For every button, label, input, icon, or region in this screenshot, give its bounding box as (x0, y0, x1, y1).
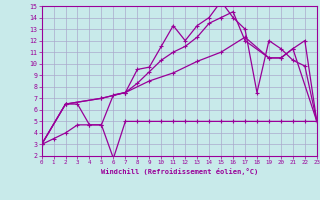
X-axis label: Windchill (Refroidissement éolien,°C): Windchill (Refroidissement éolien,°C) (100, 168, 258, 175)
